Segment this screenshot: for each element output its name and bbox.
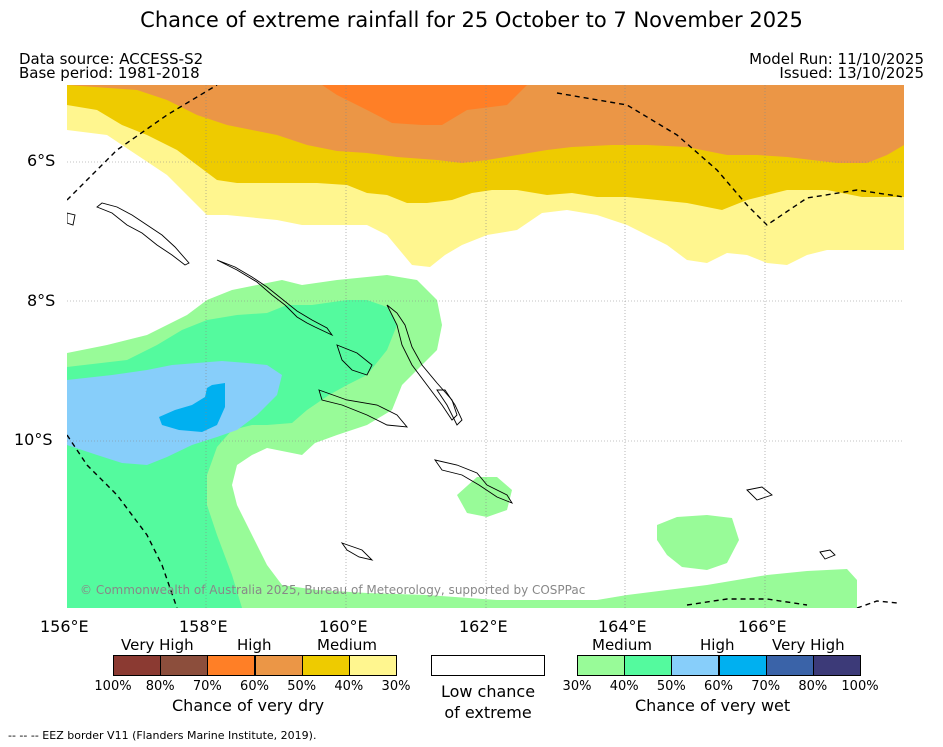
lon-label-162e: 162°E [459,617,508,636]
lon-label-158e: 158°E [179,617,228,636]
dry-tick-5: 40% [334,679,364,694]
santa-cruz-island [746,486,773,501]
vanuatu-island [819,549,836,560]
dry-level-very-high: Very High [121,636,194,654]
data-source: Data source: ACCESS-S2 [19,50,204,68]
wet-swatch-2 [671,655,720,676]
lon-label-166e: 166°E [738,617,787,636]
model-run: Model Run: 11/10/2025 [749,50,924,68]
dry-tick-1: 80% [145,679,175,694]
wet-tick-1: 40% [609,679,639,694]
eez-footer-note: -- -- -- EEZ border V11 (Flanders Marine… [8,729,317,742]
choiseul-island [216,259,334,337]
dry-tick-4: 50% [287,679,317,694]
wet-swatch-0 [577,655,626,676]
wet-swatch-4 [765,655,814,676]
makira-island [433,459,514,504]
wet-swatch-1 [624,655,673,676]
coastlines [67,202,836,561]
dry-caption: Chance of very dry [172,696,325,715]
wet-tick-0: 30% [562,679,592,694]
wet-level-medium: Medium [592,636,652,654]
dry-swatch-4 [301,655,350,676]
isabel-island [386,304,458,421]
guadalcanal-island [318,389,409,428]
base-period: Base period: 1981-2018 [19,64,200,82]
wet-level-very-high: Very High [772,636,845,654]
low-chance-swatch [431,655,545,676]
dry-swatch-1 [160,655,209,676]
lat-label-8s: 8°S [27,291,56,310]
wet-tick-6: 100% [841,679,879,694]
wet-level-high: High [700,636,735,654]
wet-tick-3: 60% [704,679,733,694]
dry-swatch-2 [207,655,256,676]
map-canvas [67,85,904,608]
wet-30-region-2 [457,477,512,517]
wet-tick-5: 80% [798,679,828,694]
dry-tick-6: 30% [381,679,411,694]
eez-border [67,85,904,608]
wet-tick-2: 50% [656,679,686,694]
dry-swatch-3 [254,655,303,676]
map-title: Chance of extreme rainfall for 25 Octobe… [140,8,803,32]
wet-tick-4: 70% [751,679,781,694]
dry-swatch-5 [348,655,397,676]
issued-date: Issued: 13/10/2025 [779,64,924,82]
wet-60-region [159,383,225,432]
bougainville-island [96,202,190,266]
dry-tick-2: 70% [192,679,222,694]
dry-level-medium: Medium [317,636,377,654]
malaita-island [436,389,463,426]
lon-label-156e: 156°E [40,617,89,636]
low-caption-line2: of extreme [444,703,532,722]
map-grid [67,85,904,608]
low-caption-line1: Low chance [440,682,536,701]
dry-tick-0: 100% [94,679,132,694]
dry-tick-3: 60% [240,679,269,694]
rainfall-map [67,85,904,608]
wet-caption: Chance of very wet [635,696,791,715]
wet-swatch-5 [812,655,861,676]
copyright-notice: © Commonwealth of Australia 2025, Bureau… [80,583,586,597]
dry-swatch-0 [113,655,162,676]
lat-label-10s: 10°S [14,430,53,449]
dry-level-high: High [237,636,272,654]
lon-label-164e: 164°E [598,617,647,636]
wet-30-region-3 [657,515,739,570]
dry-50-region [67,85,904,163]
lat-label-6s: 6°S [27,151,56,170]
islet [67,212,76,226]
new-georgia-island [336,344,373,376]
wet-swatch-3 [718,655,767,676]
dry-60-region [322,85,527,125]
rennell-island [340,542,374,561]
lon-label-160e: 160°E [319,617,368,636]
